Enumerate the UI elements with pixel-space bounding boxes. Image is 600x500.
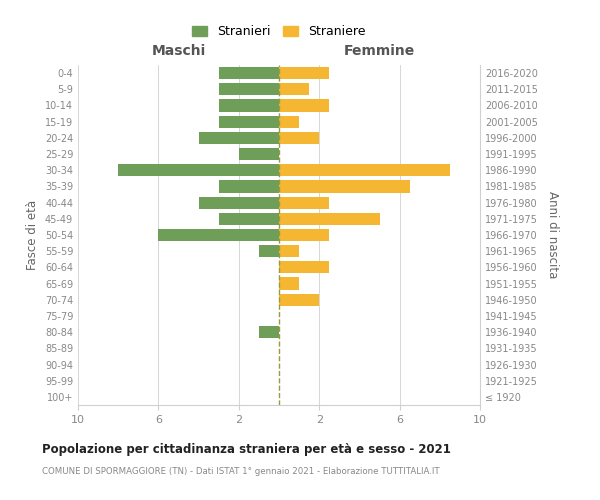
Legend: Stranieri, Straniere: Stranieri, Straniere — [187, 20, 371, 44]
Bar — [279, 229, 329, 241]
Bar — [279, 164, 450, 176]
Bar — [259, 245, 279, 258]
Bar — [279, 83, 309, 96]
Y-axis label: Anni di nascita: Anni di nascita — [545, 192, 559, 278]
Bar — [239, 148, 279, 160]
Text: Popolazione per cittadinanza straniera per età e sesso - 2021: Popolazione per cittadinanza straniera p… — [42, 442, 451, 456]
Bar — [279, 212, 380, 225]
Bar — [158, 229, 279, 241]
Bar — [218, 100, 279, 112]
Bar — [279, 180, 410, 192]
Bar — [118, 164, 279, 176]
Bar — [279, 132, 319, 144]
Bar — [279, 196, 329, 208]
Bar — [279, 245, 299, 258]
Bar — [218, 116, 279, 128]
Bar — [218, 83, 279, 96]
Bar — [279, 100, 329, 112]
Bar — [279, 67, 329, 79]
Bar — [199, 196, 279, 208]
Bar — [279, 262, 329, 274]
Bar — [218, 67, 279, 79]
Text: Maschi: Maschi — [151, 44, 206, 58]
Bar — [218, 180, 279, 192]
Y-axis label: Fasce di età: Fasce di età — [26, 200, 39, 270]
Bar — [279, 294, 319, 306]
Bar — [218, 212, 279, 225]
Bar — [199, 132, 279, 144]
Bar — [259, 326, 279, 338]
Bar — [279, 278, 299, 289]
Bar — [279, 116, 299, 128]
Text: Femmine: Femmine — [344, 44, 415, 58]
Text: COMUNE DI SPORMAGGIORE (TN) - Dati ISTAT 1° gennaio 2021 - Elaborazione TUTTITAL: COMUNE DI SPORMAGGIORE (TN) - Dati ISTAT… — [42, 468, 440, 476]
